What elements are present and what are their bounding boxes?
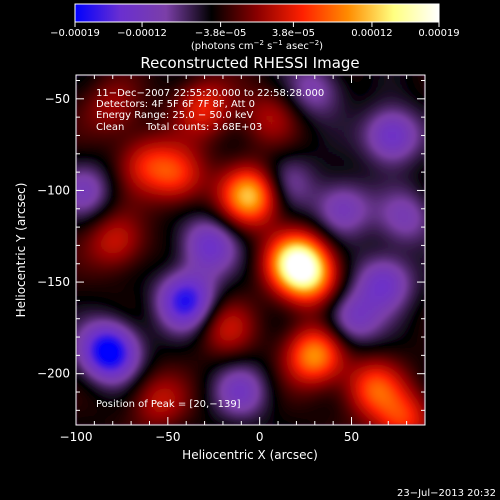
colorbar-tick-label: 0.00012	[351, 28, 392, 39]
annotation-detectors: Detectors: 4F 5F 6F 7F 8F, Att 0	[96, 99, 255, 110]
heatmap-raster	[76, 75, 425, 425]
chart-title: Reconstructed RHESSI Image	[140, 54, 359, 72]
colorbar-tick-label: 0.00019	[418, 28, 459, 39]
colorbar: −0.00019 −0.00012 −3.8e−05 3.8e−05 0.00012 0.…	[50, 3, 460, 52]
annotation-peak-position: Position of Peak = [20,−139]	[96, 399, 241, 410]
x-axis-label: Heliocentric X (arcsec)	[182, 448, 318, 462]
plot-frame	[75, 74, 426, 426]
heatmap-image	[76, 75, 425, 425]
x-tick-label: 0	[256, 430, 264, 444]
colorbar-tick-label: −0.00012	[117, 28, 167, 39]
footer-timestamp: 23−Jul−2013 20:32	[397, 488, 496, 499]
annotation-total-counts: Total counts: 3.68E+03	[145, 122, 262, 133]
x-tick-label: −100	[60, 430, 93, 444]
y-tick-label: −100	[37, 183, 70, 197]
colorbar-tick-label: −3.8e−05	[195, 28, 247, 39]
y-axis-label: Heliocentric Y (arcsec)	[14, 183, 28, 318]
annotation-clean: Clean	[96, 122, 124, 133]
y-tick-label: −50	[45, 92, 70, 106]
y-tick-label: −150	[37, 275, 70, 289]
x-tick-label: 50	[344, 430, 359, 444]
axis-ticks: −100 −50 0 50 −50 −100 −150 −200	[37, 75, 426, 444]
colorbar-unit-label: (photons cm−2 s−1 asec−2)	[191, 39, 323, 52]
colorbar-ticks: −0.00019 −0.00012 −3.8e−05 3.8e−05 0.00012 0.…	[50, 22, 460, 39]
colorbar-strip	[74, 3, 440, 23]
annotations: 11−Dec−2007 22:55:20.000 to 22:58:28.000…	[96, 88, 324, 410]
colorbar-tick-label: 3.8e−05	[272, 28, 315, 39]
y-tick-label: −200	[37, 367, 70, 381]
colorbar-tick-label: −0.00019	[50, 28, 100, 39]
annotation-time-range: 11−Dec−2007 22:55:20.000 to 22:58:28.000	[96, 88, 324, 99]
annotation-energy-range: Energy Range: 25.0 − 50.0 keV	[96, 110, 253, 121]
x-tick-label: −50	[155, 430, 180, 444]
